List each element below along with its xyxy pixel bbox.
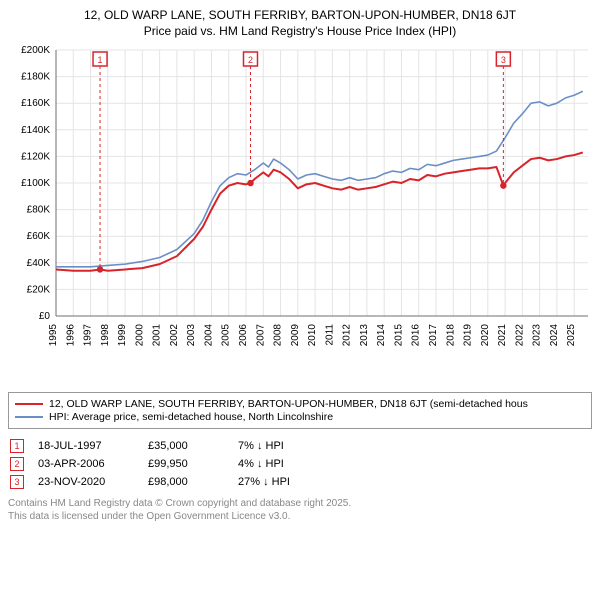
price-chart: £0 £20K £40K £60K £80K £100K £120K £140K £160K £1… [8, 44, 592, 384]
svg-text:2015: 2015 [393, 324, 404, 347]
svg-text:1997: 1997 [83, 324, 94, 347]
svg-text:£120K: £120K [21, 151, 50, 162]
event-date: 03-APR-2006 [38, 458, 148, 470]
legend-label: 12, OLD WARP LANE, SOUTH FERRIBY, BARTON… [49, 398, 528, 410]
svg-text:1995: 1995 [48, 324, 59, 347]
svg-text:£160K: £160K [21, 98, 50, 109]
event-marker: 2 [10, 457, 24, 471]
svg-text:2009: 2009 [290, 324, 301, 347]
svg-text:2022: 2022 [514, 324, 525, 347]
svg-text:2004: 2004 [203, 324, 214, 347]
event-price: £35,000 [148, 440, 238, 452]
svg-text:1998: 1998 [100, 324, 111, 347]
event-row: 1 18-JUL-1997£35,0007% ↓ HPI [8, 439, 592, 453]
svg-text:2002: 2002 [169, 324, 180, 347]
legend-swatch [15, 416, 43, 418]
event-pct: 7% ↓ HPI [238, 440, 358, 452]
svg-text:£100K: £100K [21, 178, 50, 189]
svg-text:2024: 2024 [549, 324, 560, 347]
title-line-1: 12, OLD WARP LANE, SOUTH FERRIBY, BARTON… [8, 8, 592, 22]
svg-text:2016: 2016 [411, 324, 422, 347]
svg-text:£0: £0 [39, 311, 51, 322]
svg-text:2011: 2011 [324, 324, 335, 346]
event-marker: 3 [10, 475, 24, 489]
svg-text:2001: 2001 [152, 324, 163, 347]
svg-text:£200K: £200K [21, 45, 50, 56]
event-row: 3 23-NOV-2020£98,00027% ↓ HPI [8, 475, 592, 489]
svg-text:£140K: £140K [21, 125, 50, 136]
legend-label: HPI: Average price, semi-detached house,… [49, 411, 333, 423]
svg-text:2005: 2005 [221, 324, 232, 347]
footer-line-2: This data is licensed under the Open Gov… [8, 510, 592, 523]
svg-text:2012: 2012 [342, 324, 353, 347]
svg-text:2021: 2021 [497, 324, 508, 347]
event-row: 2 03-APR-2006£99,9504% ↓ HPI [8, 457, 592, 471]
footer-attribution: Contains HM Land Registry data © Crown c… [8, 497, 592, 523]
footer-line-1: Contains HM Land Registry data © Crown c… [8, 497, 592, 510]
event-pct: 4% ↓ HPI [238, 458, 358, 470]
chart-container: £0 £20K £40K £60K £80K £100K £120K £140K £160K £1… [8, 44, 592, 384]
event-date: 23-NOV-2020 [38, 476, 148, 488]
svg-text:2023: 2023 [532, 324, 543, 347]
svg-text:2003: 2003 [186, 324, 197, 347]
svg-text:£180K: £180K [21, 72, 50, 83]
legend-item: 12, OLD WARP LANE, SOUTH FERRIBY, BARTON… [15, 398, 585, 410]
event-price: £98,000 [148, 476, 238, 488]
svg-text:1: 1 [98, 55, 103, 65]
svg-text:£60K: £60K [27, 231, 51, 242]
svg-text:2014: 2014 [376, 324, 387, 347]
legend-item: HPI: Average price, semi-detached house,… [15, 411, 585, 423]
chart-title-block: 12, OLD WARP LANE, SOUTH FERRIBY, BARTON… [8, 8, 592, 38]
svg-text:1999: 1999 [117, 324, 128, 347]
event-pct: 27% ↓ HPI [238, 476, 358, 488]
svg-text:1996: 1996 [65, 324, 76, 347]
svg-text:2025: 2025 [566, 324, 577, 347]
svg-text:£20K: £20K [27, 284, 51, 295]
svg-text:3: 3 [501, 55, 506, 65]
svg-text:£80K: £80K [27, 205, 51, 216]
svg-text:2017: 2017 [428, 324, 439, 347]
svg-text:2: 2 [248, 55, 253, 65]
svg-text:2008: 2008 [273, 324, 284, 347]
svg-text:2018: 2018 [445, 324, 456, 347]
svg-text:2020: 2020 [480, 324, 491, 347]
event-price: £99,950 [148, 458, 238, 470]
svg-text:£40K: £40K [27, 258, 51, 269]
svg-text:2013: 2013 [359, 324, 370, 347]
legend: 12, OLD WARP LANE, SOUTH FERRIBY, BARTON… [8, 392, 592, 429]
svg-text:2019: 2019 [463, 324, 474, 347]
event-table: 1 18-JUL-1997£35,0007% ↓ HPI 2 03-APR-2006£… [8, 439, 592, 489]
event-marker: 1 [10, 439, 24, 453]
svg-text:2010: 2010 [307, 324, 318, 347]
legend-swatch [15, 403, 43, 405]
svg-text:2000: 2000 [134, 324, 145, 347]
title-line-2: Price paid vs. HM Land Registry's House … [8, 24, 592, 38]
event-date: 18-JUL-1997 [38, 440, 148, 452]
svg-text:2007: 2007 [255, 324, 266, 347]
svg-text:2006: 2006 [238, 324, 249, 347]
